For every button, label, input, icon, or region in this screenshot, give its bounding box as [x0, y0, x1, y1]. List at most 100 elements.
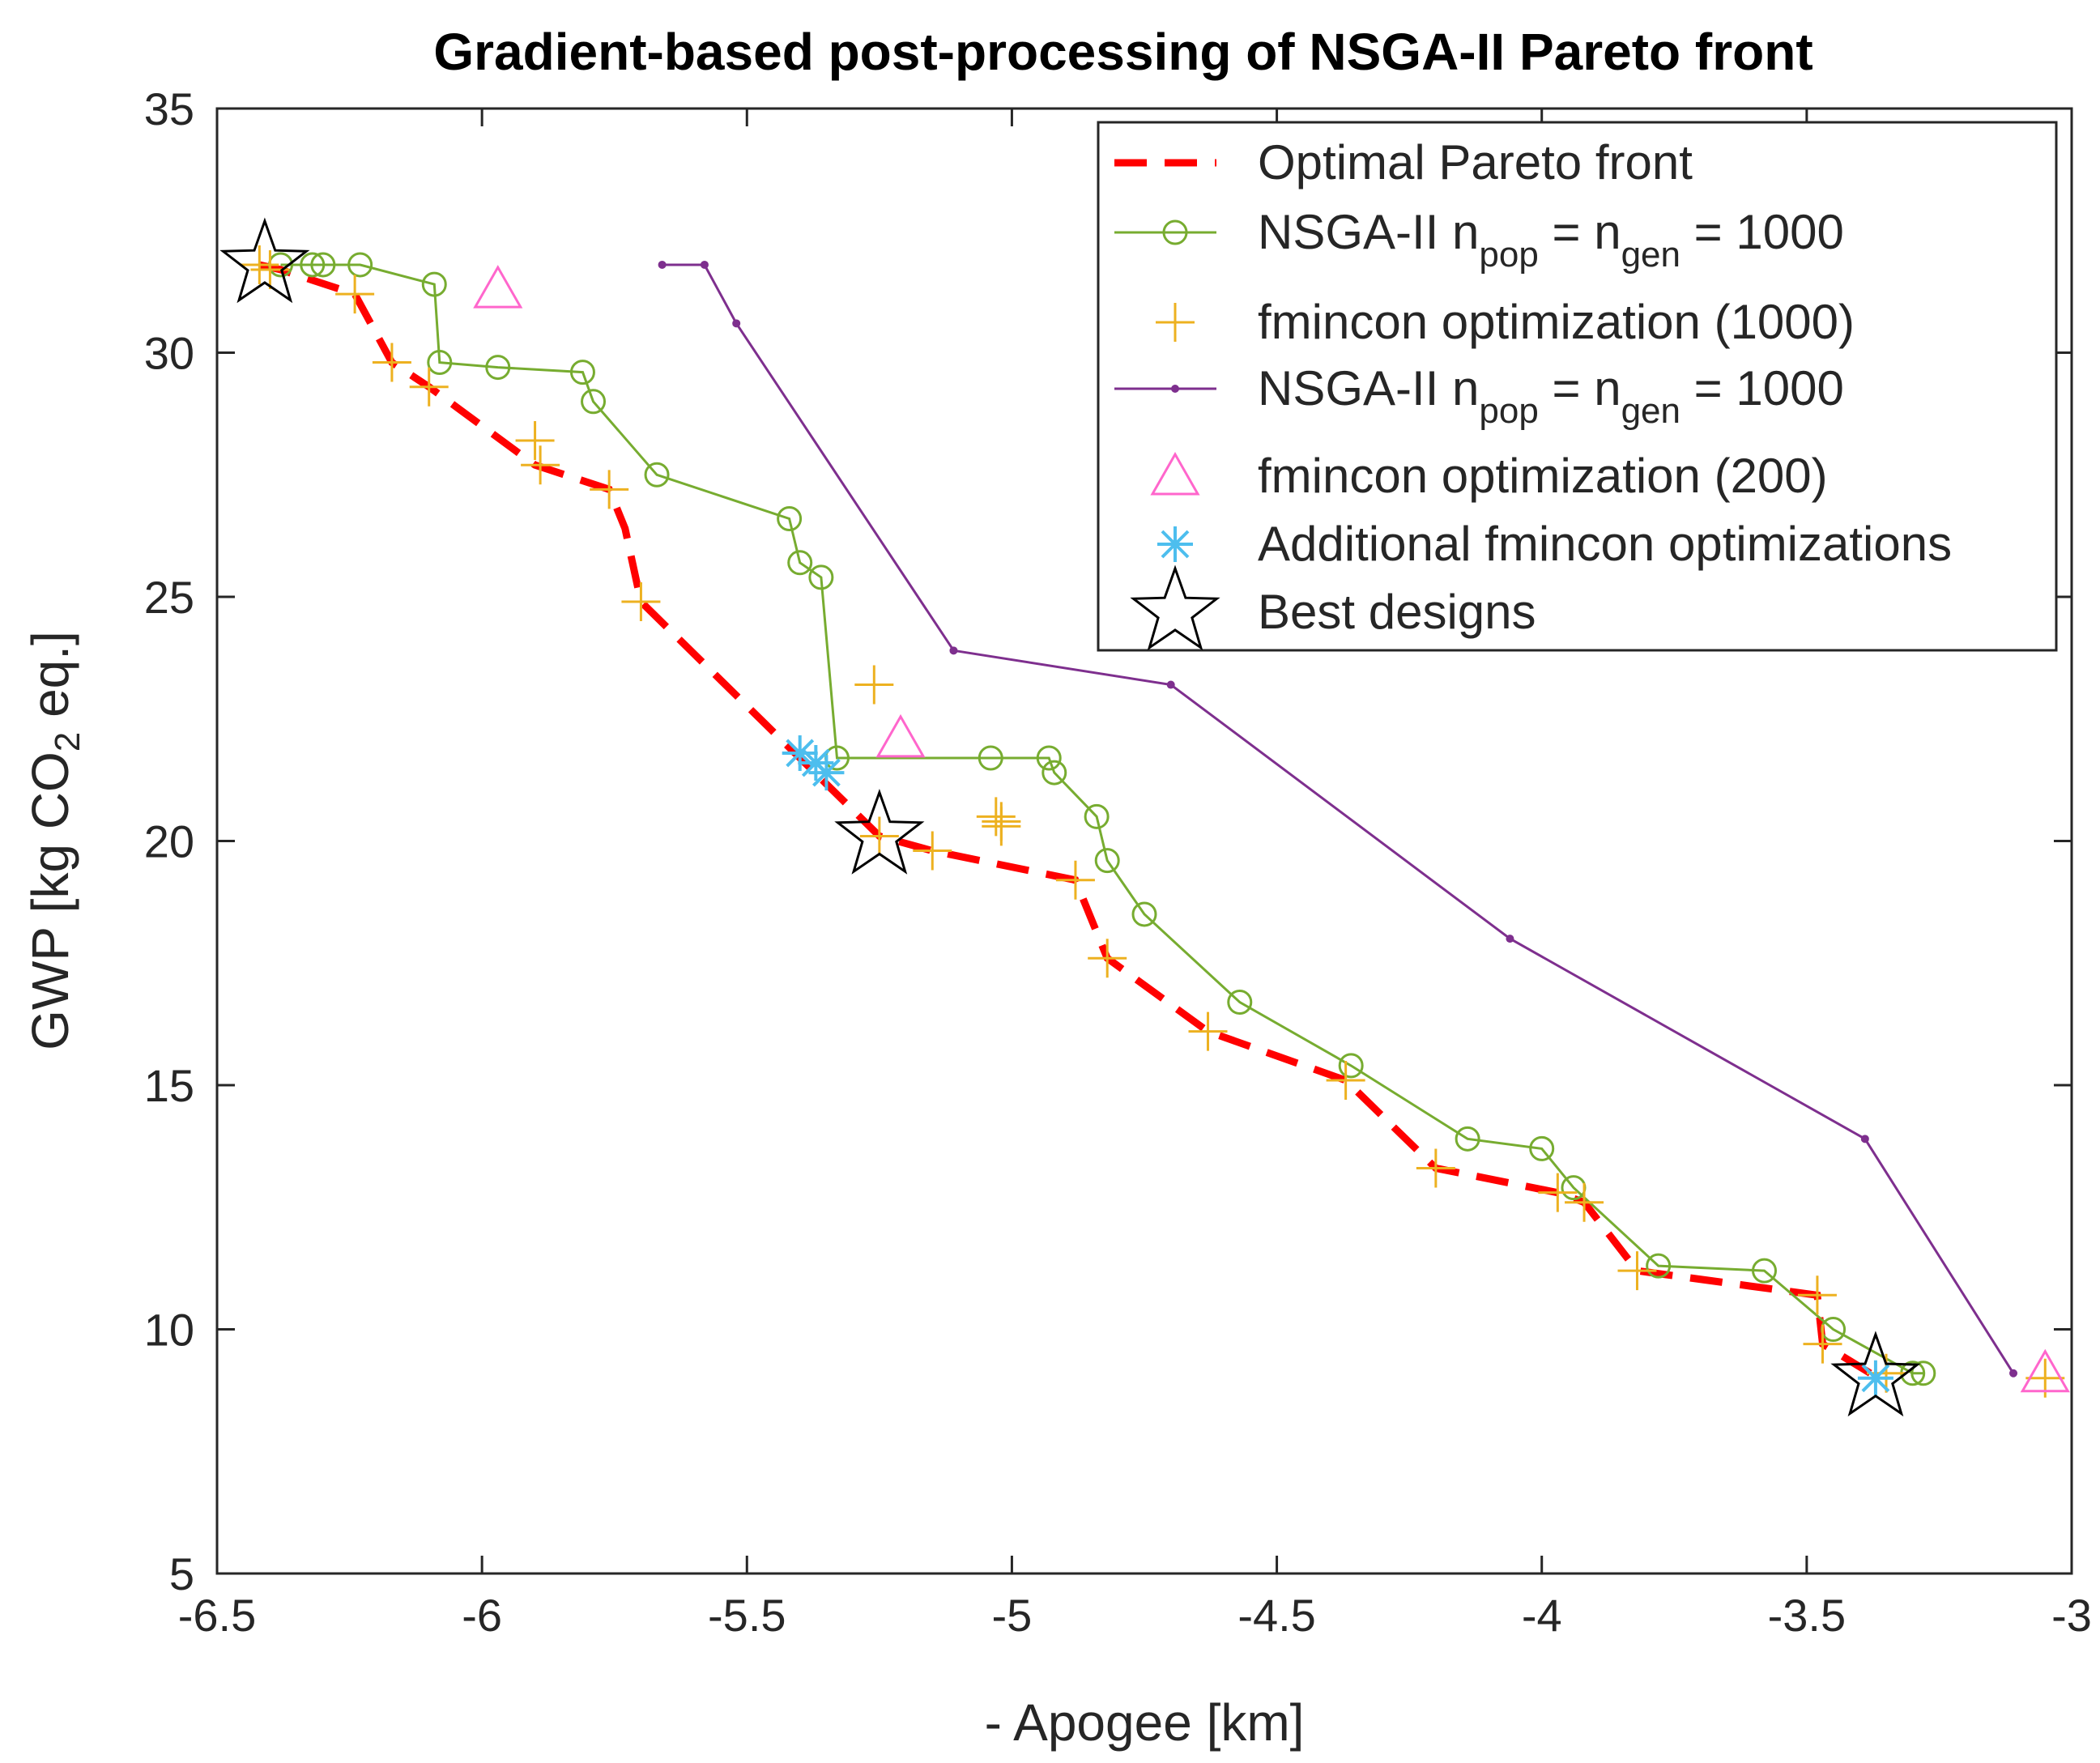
fmincon-1000-point	[1188, 1011, 1228, 1051]
x-tick-label: -4	[1522, 1590, 1562, 1641]
nsga-green-point	[1752, 1258, 1778, 1284]
series-6	[219, 217, 1921, 1417]
legend-marker	[1162, 219, 1188, 245]
legend-marker	[1157, 526, 1193, 562]
nsga-purple-point	[658, 260, 667, 269]
nsga-green-point	[300, 252, 326, 278]
series-0	[258, 261, 1872, 1377]
fmincon-200-point	[2020, 1348, 2070, 1393]
nsga-green-point	[1455, 1126, 1480, 1152]
fmincon-1000-point	[1326, 1060, 1365, 1100]
nsga-green-point	[978, 745, 1003, 771]
fmincon-1000-point	[1565, 1182, 1604, 1222]
nsga-green-point	[581, 389, 607, 415]
fmincon-1000-point	[1055, 860, 1095, 900]
nsga-purple-point	[1506, 935, 1514, 943]
x-tick-label: -6	[462, 1590, 502, 1641]
nsga-green-point	[777, 506, 803, 532]
fmincon-1000-point	[621, 582, 661, 622]
nsga-green-point	[1338, 1053, 1364, 1079]
x-tick-label: -3.5	[1768, 1590, 1847, 1641]
nsga-green-point	[1646, 1253, 1672, 1279]
legend-label: fmincon optimization (1000)	[1258, 295, 1855, 349]
x-tick-label: -4.5	[1237, 1590, 1316, 1641]
legend-label: NSGA-II npop = ngen = 1000	[1258, 205, 1844, 275]
fmincon-1000-point	[859, 816, 899, 856]
nsga-green-point	[787, 550, 813, 576]
y-tick-label: 25	[144, 572, 194, 623]
nsga-green-line	[280, 263, 1923, 1375]
y-tick-label: 15	[144, 1060, 194, 1111]
best-design-point	[219, 217, 310, 304]
fmincon-1000-point	[240, 245, 279, 284]
legend-entry: fmincon optimization (1000)	[1156, 295, 1855, 349]
y-tick-label: 5	[169, 1548, 194, 1599]
nsga-purple-point	[1166, 680, 1175, 689]
legend-marker	[1171, 385, 1179, 393]
x-axis-ticks: -6.5 -6 -5.5 -5 -4.5 -4 -3.5 -3	[178, 109, 2092, 1641]
series-5	[782, 735, 1893, 1396]
legend-label: Optimal Pareto front	[1258, 135, 1693, 190]
nsga-purple-point	[700, 260, 709, 269]
fmincon-1000-point	[1416, 1148, 1455, 1188]
nsga-green-point	[1036, 745, 1062, 771]
fmincon-1000-point	[1797, 1275, 1837, 1315]
additional-fmincon-point	[808, 755, 845, 791]
y-tick-label: 30	[144, 328, 194, 379]
nsga-green-point	[1041, 760, 1067, 786]
legend-marker	[1150, 451, 1200, 496]
chart-title: Gradient-based post-processing of NSGA-I…	[433, 23, 1812, 81]
legend-entry: NSGA-II npop = ngen = 1000	[1114, 205, 1844, 275]
x-tick-label: -3	[2051, 1590, 2092, 1641]
legend-label: NSGA-II npop = ngen = 1000	[1258, 361, 1844, 431]
nsga-purple-point	[1860, 1135, 1869, 1143]
x-tick-label: -6.5	[178, 1590, 257, 1641]
additional-fmincon-point	[1857, 1360, 1893, 1396]
legend-entry: Best designs	[1130, 564, 1536, 651]
optimal-front-line	[258, 261, 1872, 1377]
legend-label: Additional fmincon optimizations	[1258, 517, 1952, 571]
y-tick-label: 20	[144, 816, 194, 867]
best-design-point	[1830, 1331, 1921, 1417]
fmincon-1000-point	[1538, 1173, 1578, 1212]
nsga-green-point	[569, 360, 595, 385]
nsga-green-point	[1094, 848, 1120, 874]
nsga-green-point	[1227, 989, 1253, 1015]
series-3	[658, 260, 2018, 1378]
legend-label: Best designs	[1258, 585, 1536, 639]
nsga-green-point	[644, 462, 670, 488]
x-axis-label: - Apogee [km]	[985, 1693, 1305, 1752]
x-tick-label: -5.5	[708, 1590, 786, 1641]
fmincon-1000-point	[913, 831, 952, 871]
fmincon-1000-point	[976, 797, 1016, 837]
fmincon-1000-point	[982, 802, 1021, 841]
best-design-point	[834, 789, 925, 875]
fmincon-1000-point	[521, 445, 560, 485]
fmincon-1000-point	[1088, 939, 1127, 978]
axes-box	[215, 107, 2073, 1575]
plot-series	[219, 217, 2070, 1417]
fmincon-1000-point	[372, 343, 411, 382]
legend-box	[1097, 121, 2058, 652]
nsga-green-point	[1131, 901, 1157, 927]
legend-entry: fmincon optimization (200)	[1150, 449, 1828, 503]
nsga-green-point	[485, 355, 511, 381]
nsga-purple-point	[949, 646, 958, 655]
legend-marker	[1130, 564, 1220, 651]
nsga-green-point	[1910, 1361, 1936, 1386]
nsga-purple-point	[2009, 1369, 2018, 1378]
nsga-purple-point	[732, 319, 741, 328]
nsga-green-point	[427, 350, 453, 376]
nsga-green-point	[347, 252, 373, 278]
fmincon-200-point	[473, 265, 523, 309]
fmincon-1000-point	[854, 665, 894, 705]
nsga-green-point	[421, 271, 447, 297]
fmincon-1000-point	[1867, 1353, 1906, 1393]
fmincon-1000-point	[515, 421, 555, 461]
nsga-purple-line	[662, 263, 2015, 1374]
legend-marker	[1156, 303, 1195, 342]
series-4	[473, 265, 2070, 1393]
legend-entry: Optimal Pareto front	[1114, 135, 1693, 190]
nsga-green-point	[310, 252, 336, 278]
